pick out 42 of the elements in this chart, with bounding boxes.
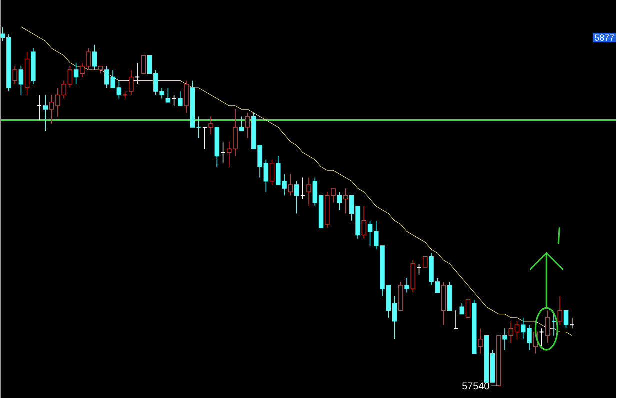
candlestick [202,127,208,150]
annotation: 57540 [462,382,490,390]
candlestick [453,310,459,330]
candlestick [306,177,312,207]
candlestick [362,206,367,240]
candlestick [220,141,226,164]
candlestick [343,188,348,214]
candlestick [478,328,483,354]
candlestick [270,159,275,186]
candlestick [288,174,294,196]
candlestick [558,296,562,326]
candlestick [92,44,98,70]
candlestick [12,66,18,85]
candlestick [423,256,428,268]
candlestick [404,278,410,294]
candlestick [502,328,508,351]
candlestick [196,116,202,139]
candlestick [539,328,544,348]
candlestick [74,62,79,85]
candlestick [294,180,300,214]
candlestick [178,91,183,106]
candlestick [129,70,134,96]
candlestick [551,314,557,336]
candlestick [135,62,140,85]
candlestick [570,317,575,330]
candlestick [184,80,189,114]
candlestick [239,116,244,132]
candlestick [460,303,465,315]
text: 5877 [594,34,614,41]
candlestick [208,116,214,136]
candlestick [141,55,146,74]
candlestick [546,310,550,344]
candlestick [245,112,250,139]
candlestick [564,310,569,330]
candlestick [43,94,48,132]
candlestick [166,88,171,103]
candlestick [337,192,342,211]
candlestick [37,94,42,121]
candlestick [466,300,471,318]
candlestick [18,66,24,96]
candlestick [416,264,422,276]
candlestick [172,94,177,106]
